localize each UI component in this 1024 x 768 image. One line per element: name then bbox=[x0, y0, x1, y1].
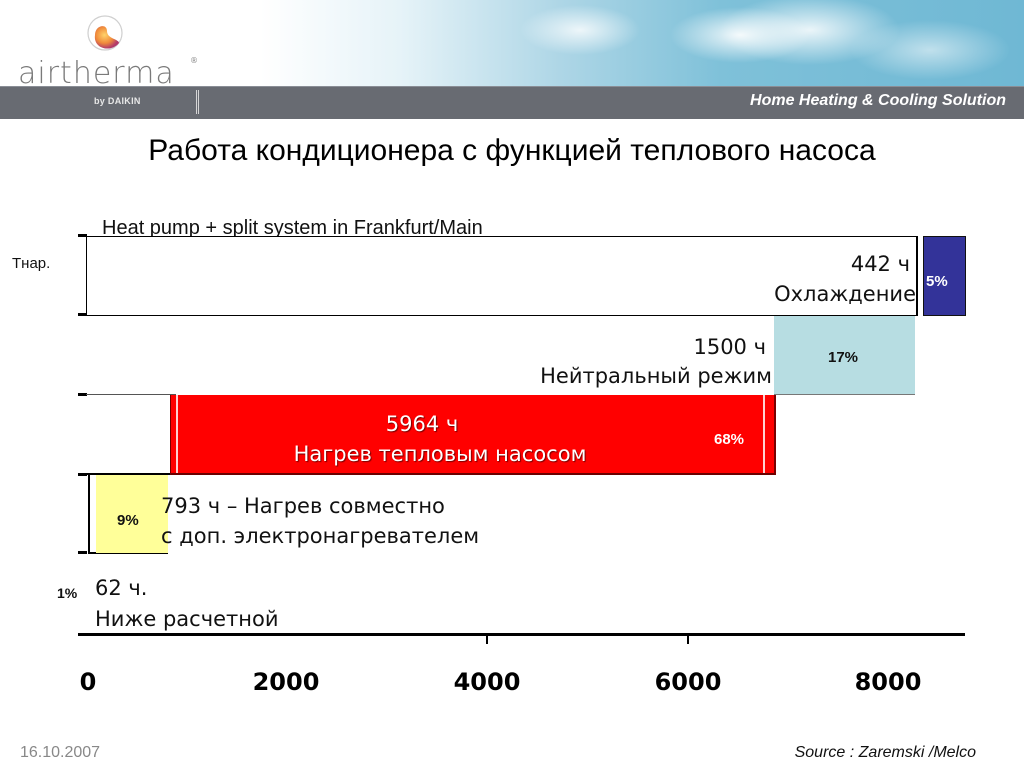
y-tick bbox=[78, 234, 87, 237]
heatpump-bar-edge bbox=[176, 395, 178, 473]
y-axis-label: Тнар. bbox=[12, 255, 51, 272]
x-tick-label: 6000 bbox=[654, 668, 722, 696]
neutral-label: Нейтральный режим bbox=[540, 364, 772, 388]
below-hours: 62 ч. bbox=[95, 576, 148, 600]
byline-text: by DAIKIN bbox=[94, 96, 141, 106]
heatpump-bar-edge bbox=[763, 395, 765, 473]
x-tick-label: 8000 bbox=[854, 668, 922, 696]
y-tick bbox=[78, 313, 87, 316]
header-bar bbox=[0, 86, 1024, 119]
y-tick bbox=[78, 393, 87, 396]
heatpump-label: Нагрев тепловым насосом bbox=[293, 442, 587, 466]
footer-source: Source : Zaremski /Melco bbox=[794, 744, 976, 761]
cooling-label: Охлаждение bbox=[774, 282, 916, 306]
row-divider bbox=[86, 394, 176, 395]
logo-wordmark: airtherma bbox=[18, 56, 175, 91]
combined-percent: 9% bbox=[117, 512, 139, 529]
combined-label: с доп. электронагревателем bbox=[161, 524, 480, 548]
heatpump-hours: 5964 ч bbox=[385, 412, 459, 436]
heatpump-bar bbox=[170, 395, 776, 475]
y-tick bbox=[78, 473, 87, 476]
below-label: Ниже расчетной bbox=[95, 607, 279, 631]
x-tick bbox=[687, 636, 689, 644]
cooling-bar bbox=[923, 236, 966, 316]
row-divider bbox=[88, 552, 168, 554]
x-tick-label: 0 bbox=[79, 668, 97, 696]
neutral-bar bbox=[774, 316, 915, 395]
combined-hours: 793 ч – Нагрев совместно bbox=[161, 494, 445, 518]
x-tick-label: 4000 bbox=[453, 668, 521, 696]
heatpump-percent: 68% bbox=[714, 431, 745, 448]
cooling-percent: 5% bbox=[926, 273, 948, 290]
combined-bar bbox=[96, 475, 168, 553]
chart-title: Heat pump + split system in Frankfurt/Ma… bbox=[102, 217, 483, 239]
y-tick bbox=[78, 551, 87, 554]
header-tagline: Home Heating & Cooling Solution bbox=[750, 92, 1006, 109]
below-percent: 1% bbox=[57, 585, 78, 601]
footer-date: 16.10.2007 bbox=[20, 744, 101, 761]
logo-swirl-icon bbox=[87, 15, 123, 51]
x-axis-line bbox=[78, 633, 965, 636]
neutral-hours: 1500 ч bbox=[693, 335, 766, 359]
combined-bracket bbox=[88, 475, 90, 553]
neutral-percent: 17% bbox=[828, 349, 859, 366]
x-tick-label: 2000 bbox=[252, 668, 320, 696]
cooling-hours: 442 ч bbox=[850, 252, 910, 276]
cooling-frame bbox=[86, 236, 918, 316]
logo-registered-mark: ® bbox=[190, 56, 198, 65]
cooling-divider bbox=[916, 236, 918, 316]
header-sky-banner bbox=[0, 0, 1024, 86]
x-tick bbox=[486, 636, 488, 644]
byline-box bbox=[90, 90, 199, 114]
slide-title: Работа кондиционера с функцией теплового… bbox=[148, 134, 876, 167]
row-divider bbox=[86, 473, 170, 475]
